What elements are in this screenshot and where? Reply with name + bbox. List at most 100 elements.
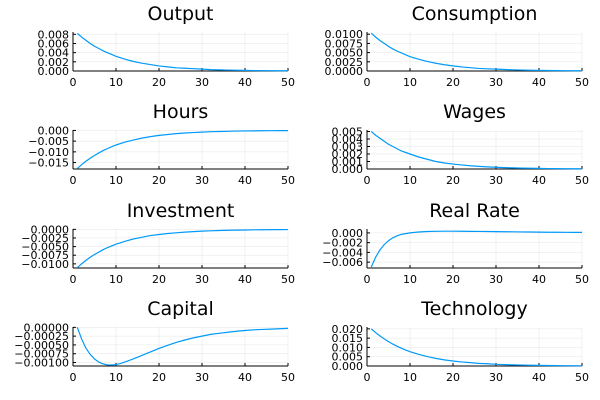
x-tick-label: 30 xyxy=(195,76,209,89)
y-tick-label: 0.006 xyxy=(38,37,70,50)
y-tick-label: 0.004 xyxy=(38,47,70,60)
x-tick-label: 0 xyxy=(364,371,371,384)
y-tick-label: 0.0075 xyxy=(325,37,364,50)
x-tick-label: 40 xyxy=(532,76,546,89)
x-tick-label: 10 xyxy=(109,76,123,89)
y-tick-label: −0.00050 xyxy=(14,339,69,352)
x-tick-label: 20 xyxy=(152,273,166,286)
subplot-hours: 0 10 20 30 40 50 −0.015−0.010−0.0050.000 Hours xyxy=(28,101,295,187)
x-tick-label: 20 xyxy=(152,76,166,89)
x-tick-label: 30 xyxy=(489,76,503,89)
x-tick-label: 20 xyxy=(446,76,460,89)
subplot-title: Output xyxy=(148,3,214,25)
subplot-title: Wages xyxy=(443,101,506,123)
x-tick-label: 20 xyxy=(152,371,166,384)
x-tick-label: 0 xyxy=(364,76,371,89)
y-tick-label: 0.001 xyxy=(332,156,364,169)
y-tick-label: 0.000 xyxy=(38,124,70,137)
subplot-title: Investment xyxy=(127,200,235,222)
x-tick-label: 10 xyxy=(403,76,417,89)
y-tick-label: −0.00100 xyxy=(14,356,69,369)
y-tick-label: −0.0100 xyxy=(21,258,69,271)
series-line-consumption xyxy=(370,32,583,72)
subplot-title: Technology xyxy=(420,298,527,320)
x-tick-label: 40 xyxy=(238,174,252,187)
y-tick-label: 0.015 xyxy=(332,332,364,345)
y-tick-label: −0.00075 xyxy=(14,348,69,361)
x-tick-label: 10 xyxy=(109,174,123,187)
x-tick-label: 0 xyxy=(70,76,77,89)
x-tick-label: 0 xyxy=(70,371,77,384)
y-tick-label: −0.004 xyxy=(322,246,363,259)
x-tick-label: 50 xyxy=(575,273,589,286)
series-line-real-rate xyxy=(370,230,583,268)
x-tick-label: 40 xyxy=(532,371,546,384)
series-line-output xyxy=(76,32,289,72)
x-tick-label: 20 xyxy=(152,174,166,187)
subplot-title: Real Rate xyxy=(429,200,520,222)
x-tick-label: 30 xyxy=(195,371,209,384)
y-tick-label: 0.003 xyxy=(332,141,364,154)
y-tick-label: −0.010 xyxy=(28,146,69,159)
x-tick-label: 50 xyxy=(281,371,295,384)
x-tick-label: 40 xyxy=(532,273,546,286)
x-tick-label: 0 xyxy=(70,273,77,286)
y-tick-label: −0.0025 xyxy=(21,232,69,245)
y-tick-label: −0.002 xyxy=(322,237,363,250)
series-line-wages xyxy=(370,131,582,170)
x-tick-label: 0 xyxy=(364,273,371,286)
y-tick-label: −0.0050 xyxy=(21,241,69,254)
subplot-consumption: 0 10 20 30 40 50 0.00000.00250.00500.00750.010… xyxy=(325,3,590,89)
y-tick-label: 0.0100 xyxy=(325,28,364,41)
series-line-hours xyxy=(76,130,289,170)
subplot-title: Consumption xyxy=(412,3,538,25)
subplot-title: Capital xyxy=(147,298,214,320)
y-tick-label: −0.015 xyxy=(28,157,69,170)
y-tick-label: 0.0025 xyxy=(325,56,364,69)
y-tick-label: 0.008 xyxy=(38,28,70,41)
x-tick-label: 50 xyxy=(281,76,295,89)
subplot-investment: 0 10 20 30 40 50 −0.0100−0.0075−0.0050−0.00250… xyxy=(21,200,295,286)
x-tick-label: 30 xyxy=(489,273,503,286)
y-tick-label: 0.005 xyxy=(332,126,364,139)
y-tick-label: −0.005 xyxy=(28,135,69,148)
y-tick-label: 0.000 xyxy=(332,360,364,373)
x-tick-label: 30 xyxy=(489,174,503,187)
x-tick-label: 50 xyxy=(575,174,589,187)
y-tick-label: 0.010 xyxy=(332,341,364,354)
x-tick-label: 10 xyxy=(109,371,123,384)
y-tick-label: 0.0000 xyxy=(31,223,70,236)
x-tick-label: 10 xyxy=(403,273,417,286)
x-tick-label: 30 xyxy=(195,273,209,286)
x-tick-label: 10 xyxy=(403,371,417,384)
y-tick-label: 0.0050 xyxy=(325,47,364,60)
subplot-title: Hours xyxy=(153,101,209,123)
series-line-investment xyxy=(76,228,289,269)
y-tick-label: −0.00025 xyxy=(14,330,69,343)
subplot-wages: 0 10 20 30 40 50 0.0000.0010.0020.0030.0040.00… xyxy=(332,101,590,187)
y-tick-label: 0.020 xyxy=(332,323,364,336)
x-tick-label: 10 xyxy=(403,174,417,187)
x-tick-label: 40 xyxy=(238,371,252,384)
x-tick-label: 0 xyxy=(364,174,371,187)
x-tick-label: 40 xyxy=(238,273,252,286)
y-tick-label: 0.000 xyxy=(38,65,70,78)
y-tick-label: 0.000 xyxy=(332,163,364,176)
y-tick-label: 0.004 xyxy=(332,133,364,146)
subplot-capital: 0 10 20 30 40 50 −0.00100−0.00075−0.00050−0.00… xyxy=(14,298,295,384)
x-tick-label: 0 xyxy=(70,174,77,187)
x-tick-label: 50 xyxy=(575,76,589,89)
x-tick-label: 20 xyxy=(446,174,460,187)
x-tick-label: 30 xyxy=(195,174,209,187)
y-tick-label: 0.000 xyxy=(332,227,364,240)
x-tick-label: 10 xyxy=(109,273,123,286)
y-tick-label: −0.006 xyxy=(322,256,363,269)
x-tick-label: 30 xyxy=(489,371,503,384)
y-tick-label: 0.002 xyxy=(38,56,70,69)
x-tick-label: 50 xyxy=(281,174,295,187)
y-tick-label: −0.0075 xyxy=(21,249,69,262)
